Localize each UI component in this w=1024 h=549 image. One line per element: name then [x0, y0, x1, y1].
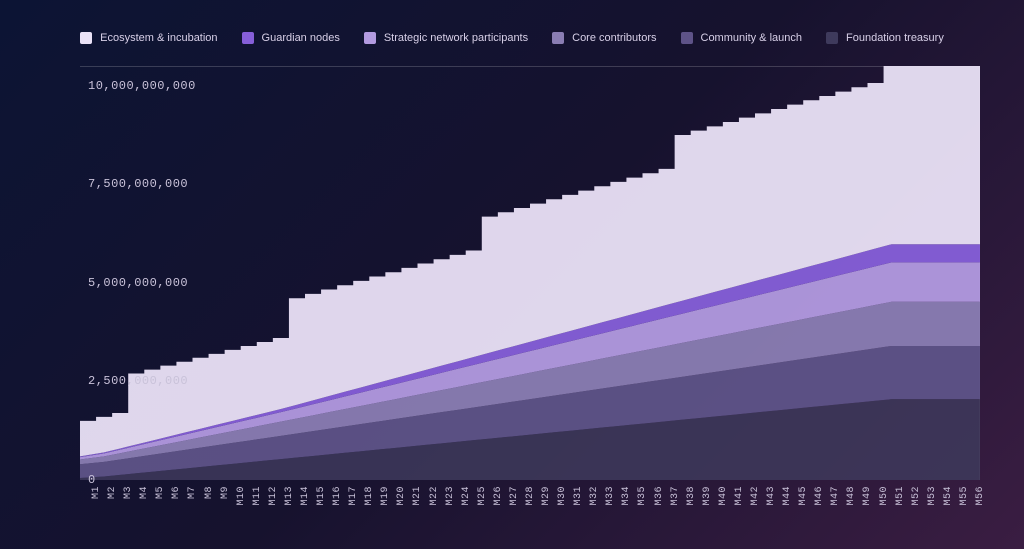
x-tick-label: M37 — [670, 486, 681, 506]
x-tick-label: M10 — [236, 486, 247, 506]
x-tick-label: M39 — [702, 486, 713, 506]
x-tick-label: M7 — [187, 486, 198, 499]
x-tick-label: M22 — [429, 486, 440, 506]
x-tick-label: M17 — [348, 486, 359, 506]
x-tick-label: M32 — [589, 486, 600, 506]
x-tick-label: M19 — [380, 486, 391, 506]
x-tick-label: M42 — [750, 486, 761, 506]
y-tick-label: 5,000,000,000 — [88, 276, 188, 290]
x-tick-label: M5 — [155, 486, 166, 499]
x-tick-label: M13 — [284, 486, 295, 506]
x-tick-label: M36 — [654, 486, 665, 506]
x-tick-label: M27 — [509, 486, 520, 506]
x-tick-label: M12 — [268, 486, 279, 506]
x-tick-label: M41 — [734, 486, 745, 506]
y-tick-label: 2,500,000,000 — [88, 374, 188, 388]
x-tick-label: M23 — [445, 486, 456, 506]
x-tick-label: M16 — [332, 486, 343, 506]
x-tick-label: M50 — [879, 486, 890, 506]
x-tick-label: M43 — [766, 486, 777, 506]
x-tick-label: M1 — [91, 486, 102, 499]
x-tick-label: M14 — [300, 486, 311, 506]
x-tick-label: M9 — [220, 486, 231, 499]
x-tick-label: M26 — [493, 486, 504, 506]
x-tick-label: M11 — [252, 486, 263, 506]
x-tick-label: M56 — [975, 486, 986, 506]
x-tick-label: M40 — [718, 486, 729, 506]
x-tick-label: M24 — [461, 486, 472, 506]
x-tick-label: M44 — [782, 486, 793, 506]
x-tick-label: M45 — [798, 486, 809, 506]
y-tick-label: 0 — [88, 473, 96, 487]
x-tick-label: M48 — [846, 486, 857, 506]
x-tick-label: M53 — [927, 486, 938, 506]
x-tick-label: M51 — [895, 486, 906, 506]
x-tick-label: M31 — [573, 486, 584, 506]
x-tick-label: M2 — [107, 486, 118, 499]
x-tick-label: M15 — [316, 486, 327, 506]
x-tick-label: M3 — [123, 486, 134, 499]
x-tick-label: M55 — [959, 486, 970, 506]
x-tick-label: M46 — [814, 486, 825, 506]
y-tick-label: 10,000,000,000 — [88, 79, 196, 93]
x-tick-label: M29 — [541, 486, 552, 506]
x-tick-label: M28 — [525, 486, 536, 506]
y-tick-label: 7,500,000,000 — [88, 177, 188, 191]
x-tick-label: M49 — [862, 486, 873, 506]
x-tick-label: M6 — [171, 486, 182, 499]
x-tick-label: M8 — [204, 486, 215, 499]
x-tick-label: M25 — [477, 486, 488, 506]
x-tick-label: M21 — [412, 486, 423, 506]
x-tick-label: M30 — [557, 486, 568, 506]
x-tick-label: M54 — [943, 486, 954, 506]
x-tick-label: M4 — [139, 486, 150, 499]
x-tick-label: M20 — [396, 486, 407, 506]
x-tick-label: M35 — [637, 486, 648, 506]
x-tick-label: M34 — [621, 486, 632, 506]
x-tick-label: M18 — [364, 486, 375, 506]
x-tick-label: M52 — [911, 486, 922, 506]
x-tick-label: M33 — [605, 486, 616, 506]
x-tick-label: M47 — [830, 486, 841, 506]
x-tick-label: M38 — [686, 486, 697, 506]
